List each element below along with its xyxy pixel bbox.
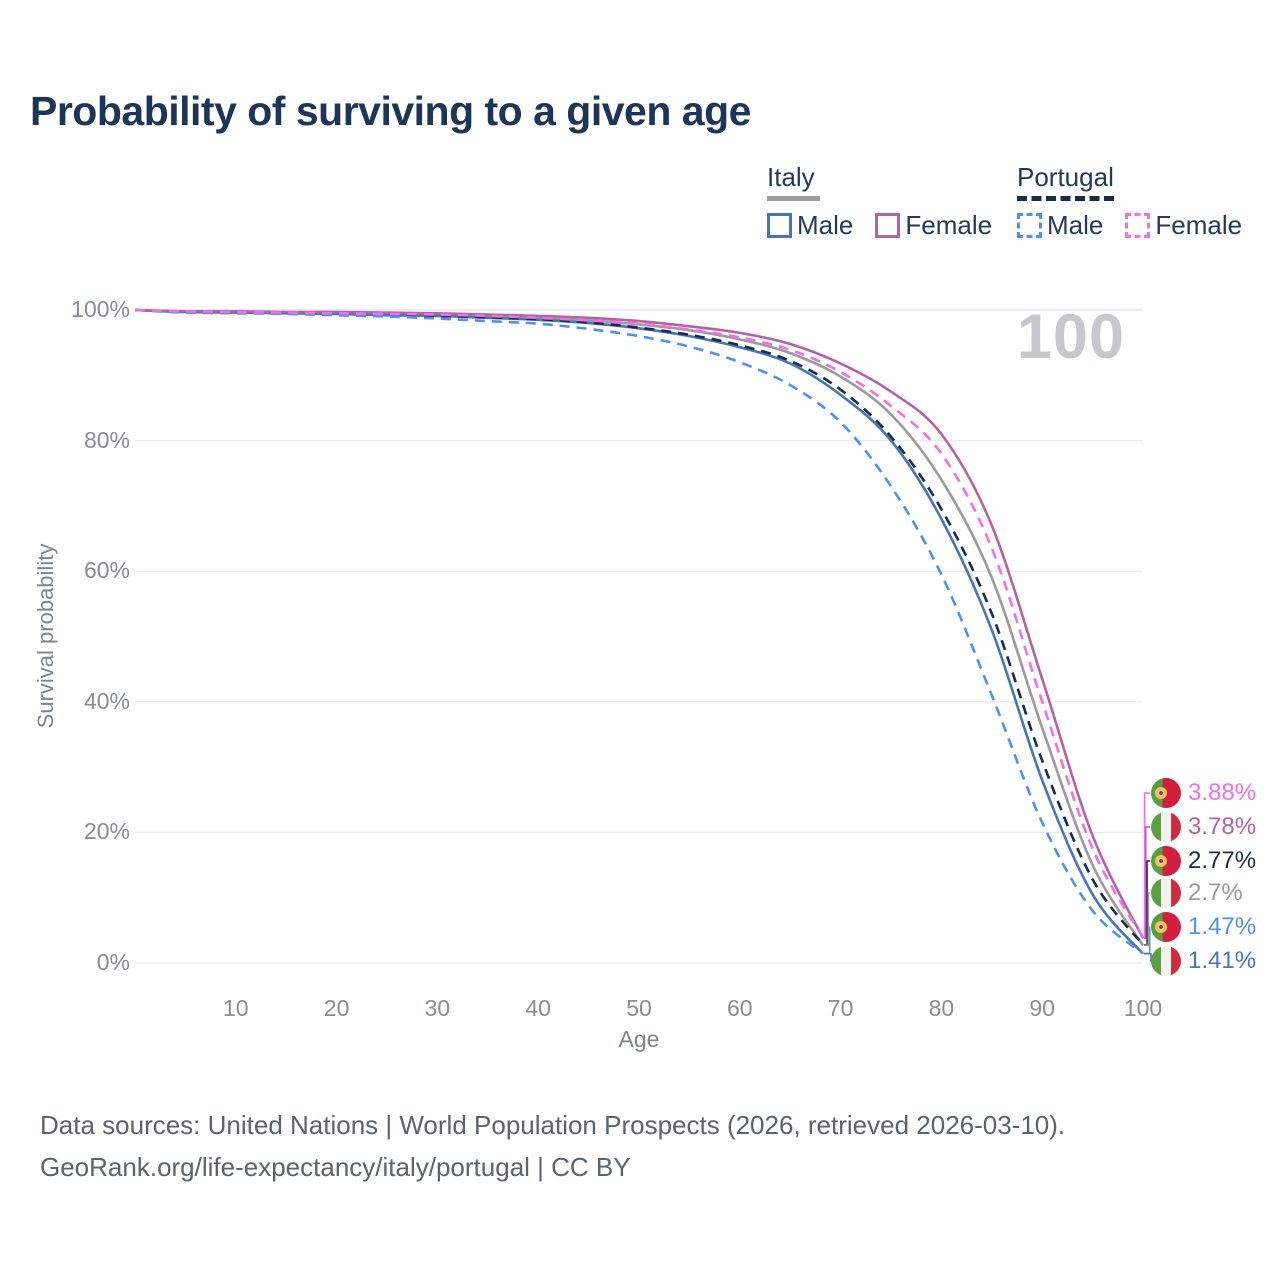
- legend-item-portugal-female[interactable]: Female: [1125, 210, 1264, 241]
- legend-swatch-portugal-female: [1125, 213, 1151, 238]
- y-tick-20%: 20%: [83, 818, 130, 845]
- series-line-portugal-male[interactable]: [134, 308, 1144, 955]
- legend-swatch-portugal-male: [1017, 213, 1042, 238]
- series-line-portugal-female[interactable]: [134, 308, 1145, 939]
- series-line-italy-male[interactable]: [134, 308, 1144, 955]
- portugal-flag-icon: [1151, 846, 1181, 876]
- portugal-flag-icon: [1151, 778, 1181, 808]
- legend-label: Female: [1155, 210, 1243, 240]
- footer-attribution: GeoRank.org/life-expectancy/italy/portug…: [40, 1152, 631, 1182]
- x-tick-50: 50: [626, 995, 652, 1021]
- italy-flag-icon: [1151, 946, 1181, 976]
- legend-label: Male: [1047, 210, 1104, 240]
- leader-line-italy-male: [1144, 953, 1152, 962]
- portugal-flag-icon: [1151, 912, 1181, 942]
- end-label-portugal-male: 1.47%: [1151, 911, 1256, 943]
- x-tick-70: 70: [827, 995, 854, 1021]
- x-tick-60: 60: [727, 995, 753, 1021]
- chart-title: Probability of surviving to a given age: [30, 88, 751, 134]
- legend-item-italy-female[interactable]: Female: [875, 210, 1014, 241]
- end-value-label: 1.41%: [1188, 947, 1257, 974]
- legend-group-portugal: Portugal Male Female: [1017, 162, 1264, 241]
- x-tick-40: 40: [525, 995, 551, 1021]
- x-axis-title: Age: [618, 1026, 660, 1052]
- legend-item-italy-male[interactable]: Male: [767, 210, 875, 241]
- y-tick-60%: 60%: [83, 557, 130, 584]
- legend-label: Male: [797, 210, 854, 240]
- legend-swatch-italy-male: [767, 213, 792, 238]
- x-tick-20: 20: [323, 995, 350, 1021]
- legend-swatch-italy-female: [875, 213, 901, 238]
- end-label-italy-both-sexes: 2.7%: [1151, 877, 1243, 909]
- end-value-label: 3.88%: [1188, 779, 1257, 806]
- end-value-label: 3.78%: [1188, 813, 1257, 840]
- y-axis-title: Survival probability: [33, 543, 58, 729]
- x-tick-30: 30: [424, 995, 451, 1021]
- footer: Data sources: United Nations | World Pop…: [40, 1104, 1065, 1188]
- legend-underline-portugal: [1017, 196, 1114, 201]
- end-label-italy-female: 3.78%: [1151, 811, 1256, 843]
- legend-underline-italy: [767, 196, 820, 201]
- end-value-label: 2.77%: [1188, 847, 1257, 874]
- y-tick-40%: 40%: [83, 687, 130, 714]
- end-label-portugal-both-sexes: 2.77%: [1151, 845, 1256, 877]
- leader-line-italy-both-sexes: [1144, 892, 1150, 947]
- legend-item-portugal-male[interactable]: Male: [1017, 210, 1125, 241]
- x-tick-90: 90: [1029, 995, 1055, 1021]
- legend-group-title-italy: Italy: [767, 162, 815, 192]
- legend-group-title-portugal: Portugal: [1017, 162, 1114, 192]
- x-tick-100: 100: [1123, 995, 1163, 1021]
- footer-data-sources: Data sources: United Nations | World Pop…: [40, 1110, 1066, 1140]
- y-tick-80%: 80%: [83, 426, 130, 453]
- end-label-italy-male: 1.41%: [1151, 945, 1256, 977]
- x-tick-10: 10: [223, 995, 249, 1021]
- italy-flag-icon: [1151, 878, 1181, 908]
- end-value-label: 2.7%: [1188, 879, 1243, 906]
- y-tick-100%: 100%: [71, 296, 130, 322]
- italy-flag-icon: [1151, 812, 1181, 842]
- series-line-italy-female[interactable]: [134, 308, 1145, 939]
- end-label-portugal-female: 3.88%: [1151, 777, 1256, 809]
- x-tick-80: 80: [928, 995, 955, 1021]
- legend-label: Female: [905, 210, 993, 240]
- legend-group-italy: Italy Male Female: [767, 162, 1014, 241]
- leader-line-italy-female: [1144, 826, 1150, 940]
- series-line-portugal-both-sexes[interactable]: [134, 308, 1145, 946]
- y-tick-0%: 0%: [96, 949, 130, 975]
- age-watermark: 100: [1016, 302, 1125, 372]
- end-value-label: 1.47%: [1188, 913, 1257, 940]
